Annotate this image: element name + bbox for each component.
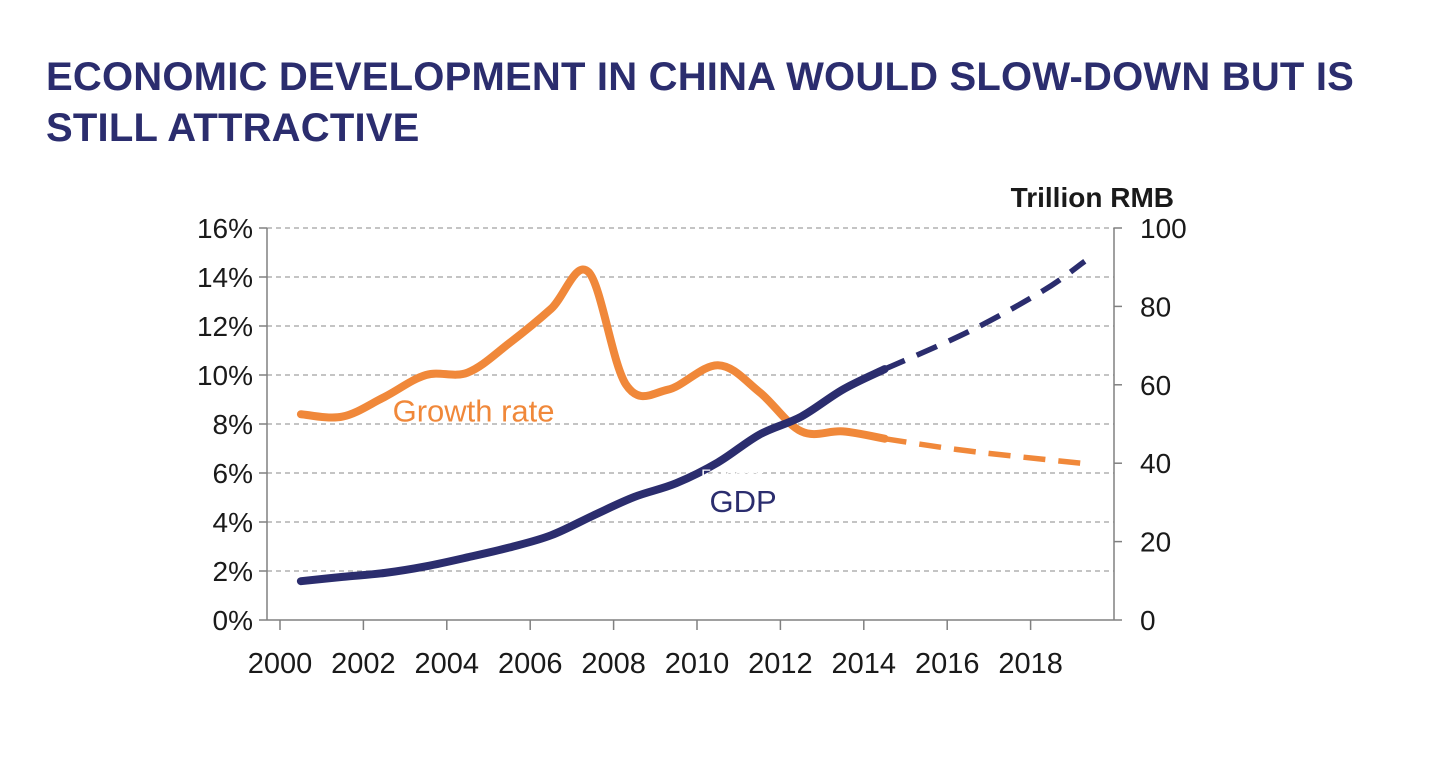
left-tick-label: 0% — [213, 605, 253, 636]
right-tick-label: 40 — [1140, 448, 1171, 479]
x-tick-label: 2008 — [581, 648, 646, 680]
left-tick-label: 4% — [213, 507, 253, 538]
growth-rate-line — [296, 265, 889, 443]
right-tick-label: 0 — [1140, 605, 1156, 636]
x-tick-label: 2014 — [832, 648, 897, 680]
left-tick-label: 14% — [197, 262, 253, 293]
gdp-label: GDP — [710, 484, 777, 519]
x-tick-label: 2012 — [748, 648, 813, 680]
gdp-line — [296, 365, 889, 586]
left-tick-label: 8% — [213, 409, 253, 440]
right-tick-label: 80 — [1140, 291, 1171, 322]
right-tick-label: 20 — [1140, 527, 1171, 558]
growth-rate-forecast-line — [884, 435, 1081, 466]
x-tick-label: 2004 — [415, 648, 480, 680]
gdp-forecast-line — [883, 259, 1087, 372]
x-tick-label: 2006 — [498, 648, 563, 680]
x-tick-label: 2016 — [915, 648, 980, 680]
axis-labels: 0% 2% 4% 6% 8% 10% 12% 14% 16% 0 20 40 60 80 100Trilli… — [197, 182, 1187, 680]
series-lines — [296, 259, 1087, 586]
left-tick-label: 16% — [197, 213, 253, 244]
right-tick-label: 60 — [1140, 370, 1171, 401]
left-tick-label: 10% — [197, 360, 253, 391]
forecast-label: Forecast — [701, 467, 764, 484]
left-tick-label: 12% — [197, 311, 253, 342]
x-tick-label: 2018 — [998, 648, 1063, 680]
growth-rate-label: Growth rate — [393, 394, 555, 429]
left-tick-label: 2% — [213, 556, 253, 587]
x-tick-label: 2000 — [248, 648, 313, 680]
x-tick-label: 2010 — [665, 648, 730, 680]
axes — [259, 227, 1122, 630]
x-tick-label: 2002 — [331, 648, 396, 680]
right-tick-label: 100 — [1140, 213, 1187, 244]
right-axis-unit-label: Trillion RMB — [1011, 182, 1174, 213]
left-tick-label: 6% — [213, 458, 253, 489]
slide-title: ECONOMIC DEVELOPMENT IN CHINA WOULD SLOW… — [46, 55, 1355, 150]
